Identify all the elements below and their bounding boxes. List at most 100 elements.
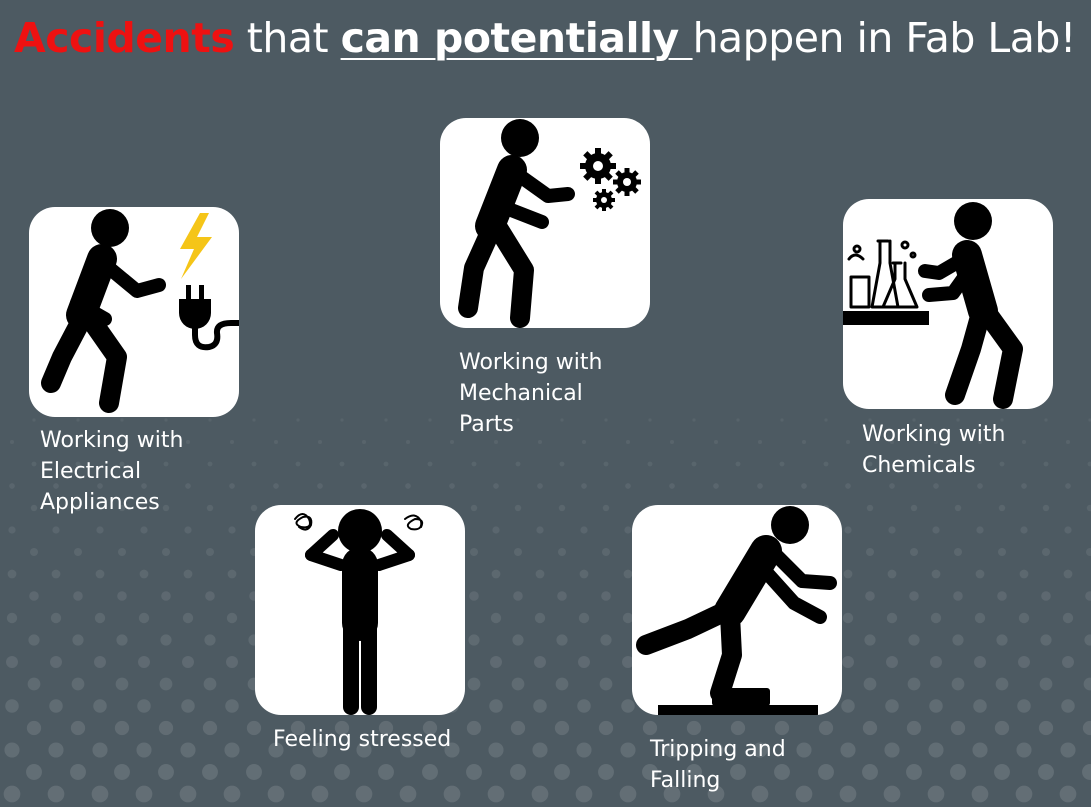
background-dot bbox=[273, 483, 279, 489]
background-dot bbox=[208, 418, 212, 422]
background-dot bbox=[1042, 504, 1050, 512]
hazard-label-chemicals: Working with Chemicals bbox=[862, 422, 1006, 478]
background-dot bbox=[511, 677, 525, 691]
background-dot bbox=[224, 742, 240, 758]
background-dot bbox=[751, 785, 769, 803]
background-dot bbox=[713, 439, 719, 445]
background-dot bbox=[444, 742, 460, 758]
background-dot bbox=[598, 764, 614, 780]
background-dot bbox=[575, 785, 593, 803]
background-dot bbox=[1040, 634, 1052, 646]
hazard-card-stressed bbox=[255, 505, 465, 715]
background-dot bbox=[1043, 461, 1049, 467]
title-text-end: happen in Fab Lab! bbox=[692, 14, 1077, 62]
background-dot bbox=[598, 720, 614, 736]
background-dot bbox=[868, 418, 872, 422]
background-dot bbox=[818, 764, 834, 780]
background-dot bbox=[955, 461, 961, 467]
background-dot bbox=[31, 461, 37, 467]
background-dot bbox=[578, 612, 590, 624]
background-dot bbox=[953, 591, 963, 601]
title-emphasis: can potentially bbox=[340, 14, 693, 62]
background-dot bbox=[74, 504, 82, 512]
background-dot bbox=[295, 461, 301, 467]
background-dot bbox=[774, 720, 790, 736]
background-dot bbox=[73, 591, 83, 601]
background-dot bbox=[163, 461, 169, 467]
background-dot bbox=[137, 699, 151, 713]
background-dot bbox=[290, 720, 306, 736]
background-dot bbox=[1061, 699, 1075, 713]
background-dot bbox=[713, 483, 719, 489]
background-dot bbox=[558, 504, 566, 512]
background-dot bbox=[950, 720, 966, 736]
background-dot bbox=[114, 720, 130, 736]
background-dot bbox=[51, 569, 61, 579]
background-dot bbox=[623, 569, 633, 579]
background-dot bbox=[866, 504, 874, 512]
background-dot bbox=[204, 634, 216, 646]
background-dot bbox=[229, 483, 235, 489]
background-dot bbox=[994, 764, 1010, 780]
background-dot bbox=[1085, 591, 1091, 601]
background-dot bbox=[93, 699, 107, 713]
background-dot bbox=[466, 764, 482, 780]
background-dot bbox=[581, 483, 587, 489]
background-dot bbox=[489, 699, 503, 713]
background-dot bbox=[648, 418, 652, 422]
background-dot bbox=[842, 612, 854, 624]
background-dot bbox=[906, 764, 922, 780]
background-dot bbox=[642, 720, 658, 736]
background-dot bbox=[580, 526, 588, 534]
background-dot bbox=[246, 764, 262, 780]
background-dot bbox=[1041, 591, 1051, 601]
background-dot bbox=[493, 483, 499, 489]
background-dot bbox=[466, 720, 482, 736]
background-dot bbox=[708, 742, 724, 758]
background-dot bbox=[954, 504, 962, 512]
background-dot bbox=[888, 526, 896, 534]
background-dot bbox=[161, 547, 171, 557]
background-dot bbox=[577, 699, 591, 713]
background-dot bbox=[757, 483, 763, 489]
background-dot bbox=[841, 699, 855, 713]
background-dot bbox=[26, 764, 42, 780]
background-dot bbox=[135, 785, 153, 803]
background-dot bbox=[162, 504, 170, 512]
background-dot bbox=[818, 720, 834, 736]
background-dot bbox=[399, 785, 417, 803]
background-dot bbox=[120, 418, 124, 422]
background-dot bbox=[555, 677, 569, 691]
background-dot bbox=[443, 785, 461, 803]
background-dot bbox=[136, 742, 152, 758]
background-dot bbox=[32, 418, 36, 422]
background-dot bbox=[601, 591, 611, 601]
hazard-label-electrical: Working with Electrical Appliances bbox=[40, 428, 184, 515]
background-dot bbox=[141, 439, 147, 445]
background-dot bbox=[268, 742, 284, 758]
background-dot bbox=[686, 720, 702, 736]
background-dot bbox=[449, 483, 455, 489]
background-dot bbox=[886, 612, 898, 624]
background-dot bbox=[619, 785, 637, 803]
chemical-worker-icon bbox=[843, 202, 1023, 409]
background-dot bbox=[581, 439, 587, 445]
background-dot bbox=[647, 461, 653, 467]
background-dot bbox=[115, 677, 129, 691]
background-dot bbox=[975, 569, 985, 579]
background-dot bbox=[3, 785, 21, 803]
background-dot bbox=[514, 504, 522, 512]
background-dot bbox=[865, 547, 875, 557]
background-dot bbox=[997, 591, 1007, 601]
background-dot bbox=[400, 742, 416, 758]
background-dot bbox=[206, 504, 214, 512]
background-dot bbox=[537, 483, 543, 489]
hazard-card-chemicals bbox=[843, 199, 1053, 409]
background-dot bbox=[205, 547, 215, 557]
background-dot bbox=[603, 461, 609, 467]
background-dot bbox=[161, 591, 171, 601]
background-dot bbox=[50, 656, 62, 668]
background-dot bbox=[928, 742, 944, 758]
background-dot bbox=[625, 439, 631, 445]
background-dot bbox=[491, 569, 501, 579]
